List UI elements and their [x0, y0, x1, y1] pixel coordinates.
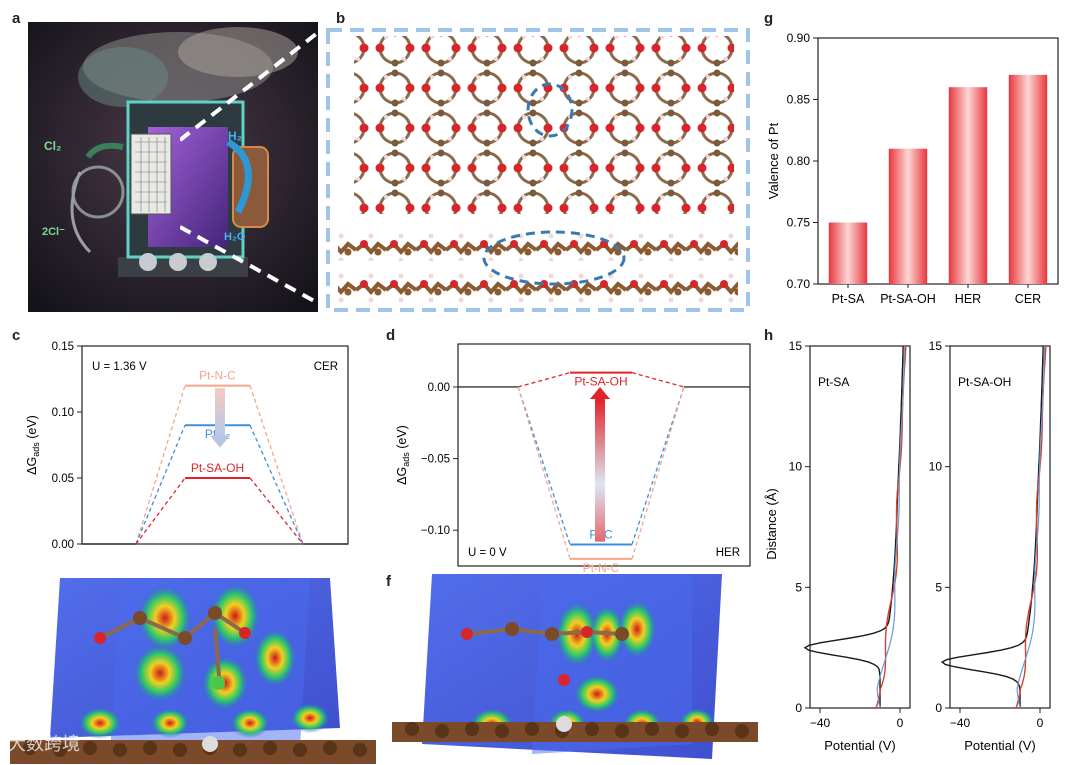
g-bar: [888, 148, 928, 284]
h-ytick-label: 0: [795, 701, 802, 715]
c-reaction-label: CER: [314, 361, 338, 373]
h-xtick-label: 0: [897, 716, 904, 730]
h-curve-primary: [940, 345, 1044, 708]
g-ytick-label: 0.85: [787, 93, 811, 107]
h-axes-box: [949, 345, 1051, 709]
c-u-label: U = 1.36 V: [92, 361, 147, 373]
panel-label-b: b: [336, 10, 346, 27]
panel-label-d: d: [386, 327, 396, 344]
h-curve-tertiary: [876, 345, 906, 709]
series-label: Pt-SA-OH: [574, 375, 627, 389]
transition-arrow-head: [590, 386, 610, 399]
panel-label-g: g: [764, 10, 774, 27]
h-ytick-label: 10: [789, 460, 803, 474]
h-xtick-label: −40: [810, 716, 831, 730]
ytick-label: −0.05: [421, 454, 450, 466]
cl-ion-label: 2Cl⁻: [42, 226, 65, 238]
ytick-label: 0.05: [52, 473, 74, 485]
h2-label: H₂: [228, 129, 242, 143]
h-ytick-label: 0: [935, 701, 942, 715]
g-xtick-label: Pt-SA: [832, 292, 865, 306]
panel-label-a: a: [12, 10, 21, 27]
g-ylabel: Valence of Pt: [766, 122, 781, 199]
g-xtick-label: CER: [1015, 292, 1041, 306]
panel-label-c: c: [12, 327, 21, 344]
series-label: Pt-N-C: [583, 561, 620, 574]
h-xtick-label: −40: [950, 716, 971, 730]
h-axes-box: [809, 345, 911, 709]
series-dash-left: [517, 372, 571, 388]
cl2-label: Cl₂: [44, 139, 61, 153]
g-ytick-label: 0.80: [787, 154, 811, 168]
g-xtick-label: HER: [955, 292, 981, 306]
panel-b-structure: [326, 28, 750, 312]
transition-arrow-shaft: [215, 388, 225, 436]
g-ytick-label: 0.70: [787, 277, 811, 291]
h-xlabel: Potential (V): [964, 738, 1036, 753]
h-ytick-label: 15: [789, 339, 803, 353]
series-dash-right: [249, 424, 304, 545]
series-dash-right: [249, 385, 304, 545]
h-curve-tertiary: [1016, 345, 1046, 709]
transition-arrow-head: [210, 435, 230, 448]
d-u-label: U = 0 V: [468, 547, 507, 559]
ytick-label: 0.00: [428, 382, 450, 394]
g-xtick-label: Pt-SA-OH: [880, 292, 936, 306]
h-xlabel: Potential (V): [824, 738, 896, 753]
series-dash-right: [249, 477, 304, 545]
panel-label-f: f: [386, 573, 391, 590]
ytick-label: 0.10: [52, 407, 74, 419]
panel-g-bar-chart: 0.70 0.75 0.80 0.85 0.90 Pt-SA Pt-SA-OH HER CER…: [766, 31, 1059, 306]
h-ytick-label: 15: [929, 339, 943, 353]
panel-a-illustration: Cl₂ H₂ 2Cl⁻ H₂O: [28, 22, 318, 312]
h-ytick-label: 5: [935, 580, 942, 594]
d-ylabel: ΔGads (eV): [395, 425, 411, 485]
panel-f-charge-density: [392, 574, 758, 762]
ytick-label: 0.00: [52, 539, 74, 551]
series-label: Pt-N-C: [199, 369, 236, 383]
series-dash-right: [631, 386, 685, 560]
h2o-label: H₂O: [224, 231, 246, 243]
h-ytick-label: 5: [795, 580, 802, 594]
h-ylabel: Distance (Å): [764, 488, 779, 560]
h-curve-primary: [803, 345, 904, 708]
series-dash-left: [135, 424, 186, 545]
d-reaction-label: HER: [716, 547, 740, 559]
c-ylabel: ΔGads (eV): [25, 415, 41, 475]
g-bar: [1008, 74, 1048, 285]
transition-arrow-shaft: [595, 398, 605, 542]
zoom-connector: [180, 25, 327, 309]
series-label: Pt-SA-OH: [191, 461, 244, 475]
ytick-label: 0.15: [52, 341, 74, 353]
panel-label-h: h: [764, 327, 774, 344]
h-ytick-label: 10: [929, 460, 943, 474]
series-dash-left: [517, 386, 571, 560]
watermark: 大数跨境: [8, 734, 80, 754]
panel-c-energy-diagram: 0.000.050.100.15 Pt-N-CPtO₂Pt-SA-OH U = …: [25, 341, 349, 551]
h-subplot-label: Pt-SA: [818, 375, 849, 389]
g-bar: [828, 222, 868, 284]
series-dash-right: [631, 372, 685, 388]
ytick-label: −0.10: [421, 525, 450, 537]
h-subplot-label: Pt-SA-OH: [958, 375, 1011, 389]
h-xtick-label: 0: [1037, 716, 1044, 730]
g-ytick-label: 0.75: [787, 216, 811, 230]
series-dash-left: [135, 385, 186, 545]
g-ytick-label: 0.90: [787, 31, 811, 45]
g-bar: [948, 87, 988, 284]
series-dash-left: [135, 477, 186, 545]
panel-e-charge-density: [10, 578, 376, 764]
